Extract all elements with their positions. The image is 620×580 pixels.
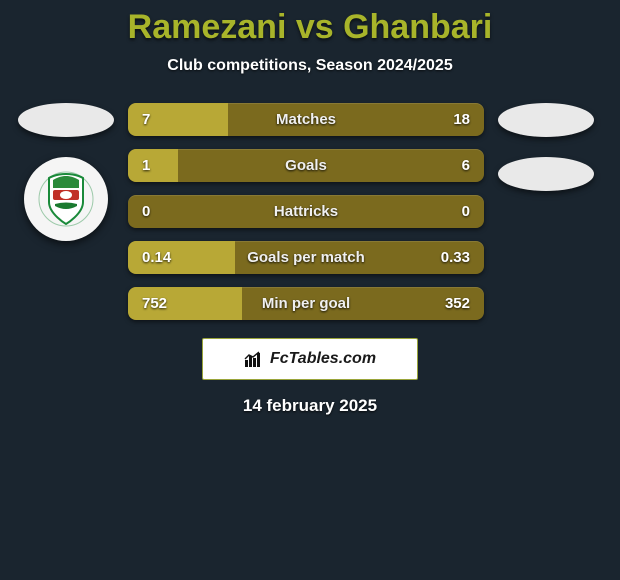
stat-label: Matches [276, 111, 336, 128]
date-text: 14 february 2025 [0, 396, 620, 416]
page-title: Ramezani vs Ghanbari [0, 0, 620, 47]
left-player-column [12, 103, 120, 241]
right-player-ellipse-2 [498, 157, 594, 191]
stat-right-value: 6 [462, 157, 470, 174]
stat-bar: 1 Goals 6 [128, 149, 484, 182]
brand-text: FcTables.com [270, 350, 376, 368]
comparison-panel: 7 Matches 18 1 Goals 6 0 Hattricks 0 0.14 Goals pe… [0, 103, 620, 320]
stat-left-value: 0 [142, 203, 150, 220]
stat-bar: 0 Hattricks 0 [128, 195, 484, 228]
stat-right-value: 0.33 [441, 249, 470, 266]
stat-left-value: 1 [142, 157, 150, 174]
subtitle: Club competitions, Season 2024/2025 [0, 57, 620, 75]
stat-label: Min per goal [262, 295, 350, 312]
stats-bars: 7 Matches 18 1 Goals 6 0 Hattricks 0 0.14 Goals pe… [120, 103, 492, 320]
stat-label: Goals [285, 157, 327, 174]
stat-label: Hattricks [274, 203, 338, 220]
right-player-ellipse-1 [498, 103, 594, 137]
stat-right-value: 18 [453, 111, 470, 128]
stat-right-value: 0 [462, 203, 470, 220]
stat-left-value: 0.14 [142, 249, 171, 266]
bars-icon [244, 350, 264, 368]
stat-left-value: 752 [142, 295, 167, 312]
stat-left-value: 7 [142, 111, 150, 128]
stat-overlay: 7 Matches 18 [128, 103, 484, 136]
stat-label: Goals per match [247, 249, 365, 266]
stat-bar: 752 Min per goal 352 [128, 287, 484, 320]
left-team-badge [24, 157, 108, 241]
stat-right-value: 352 [445, 295, 470, 312]
stat-bar: 0.14 Goals per match 0.33 [128, 241, 484, 274]
stat-overlay: 0 Hattricks 0 [128, 195, 484, 228]
team-crest-icon [35, 168, 97, 230]
stat-bar: 7 Matches 18 [128, 103, 484, 136]
stat-overlay: 0.14 Goals per match 0.33 [128, 241, 484, 274]
stat-overlay: 1 Goals 6 [128, 149, 484, 182]
stat-overlay: 752 Min per goal 352 [128, 287, 484, 320]
brand-watermark: FcTables.com [202, 338, 418, 380]
left-player-ellipse [18, 103, 114, 137]
right-player-column [492, 103, 600, 191]
